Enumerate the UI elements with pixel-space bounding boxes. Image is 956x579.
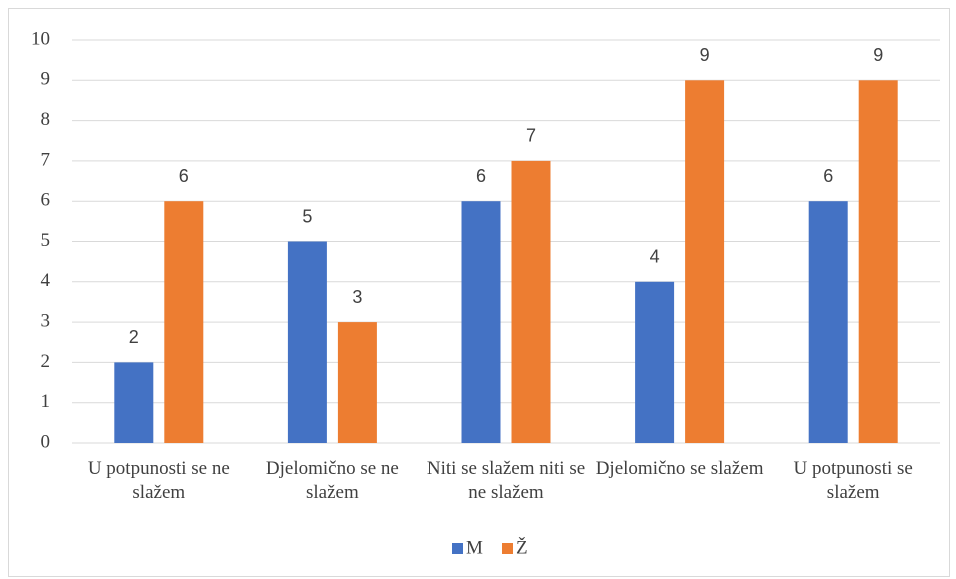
- x-tick-label: Djelomično se ne slažem: [265, 458, 399, 503]
- y-tick-label: 5: [41, 230, 51, 251]
- y-tick-label: 8: [41, 109, 51, 130]
- y-tick-label: 7: [41, 149, 51, 170]
- legend-label: M: [466, 537, 483, 558]
- data-label: 5: [302, 206, 312, 226]
- bar: [635, 281, 675, 443]
- y-tick-label: 9: [41, 69, 51, 90]
- legend-swatch: [452, 543, 463, 554]
- legend-label: Ž: [516, 536, 528, 558]
- y-tick-label: 2: [41, 351, 51, 372]
- x-tick-label: Djelomično se slažem: [595, 458, 764, 479]
- bar: [685, 80, 725, 444]
- y-tick-label: 1: [41, 391, 51, 412]
- data-label: 4: [650, 247, 660, 267]
- bar: [511, 160, 551, 443]
- x-tick-label: U potpunosti se ne slažem: [87, 458, 230, 503]
- bar: [858, 80, 898, 444]
- bar: [164, 201, 204, 443]
- bar: [461, 201, 501, 443]
- data-label: 6: [476, 166, 486, 186]
- x-tick-label: Niti se slažem niti se ne slažem: [426, 458, 586, 503]
- bar: [337, 322, 377, 443]
- legend-swatch: [502, 543, 513, 554]
- data-label: 3: [352, 287, 362, 307]
- data-label: 6: [179, 166, 189, 186]
- y-tick-label: 4: [41, 270, 51, 291]
- bar: [808, 201, 848, 443]
- y-tick-label: 6: [41, 190, 51, 211]
- data-label: 7: [526, 126, 536, 146]
- bar: [287, 241, 327, 443]
- bar: [114, 362, 154, 443]
- data-label: 9: [700, 45, 710, 65]
- data-label: 9: [873, 45, 883, 65]
- x-tick-label: U potpunosti se slažem: [793, 458, 913, 503]
- data-label: 2: [129, 327, 139, 347]
- data-label: 6: [823, 166, 833, 186]
- y-tick-label: 0: [41, 431, 51, 452]
- y-tick-label: 10: [31, 28, 50, 49]
- y-tick-label: 3: [41, 310, 51, 331]
